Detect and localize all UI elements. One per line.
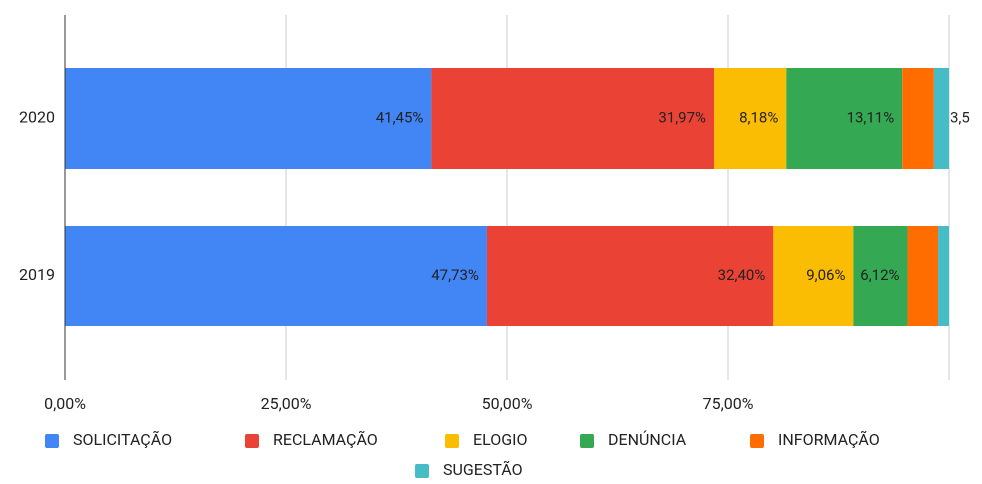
legend-swatch	[580, 434, 594, 448]
bar-segment	[773, 226, 854, 326]
bar-segment	[65, 226, 487, 326]
data-label: 13,11%	[847, 108, 895, 126]
bar-segment	[902, 68, 934, 169]
bar-segment	[853, 226, 908, 326]
legend-label: SUGESTÃO	[443, 459, 523, 479]
legend-swatch	[750, 434, 764, 448]
bar-segment	[431, 68, 715, 169]
bar-segment	[486, 226, 774, 326]
bar-segment	[907, 226, 939, 326]
y-tick-label: 2019	[19, 265, 55, 284]
legend-label: DENÚNCIA	[608, 430, 687, 449]
data-label: 9,06%	[806, 266, 845, 284]
bar-segment	[786, 68, 903, 169]
data-label: 41,45%	[376, 108, 424, 126]
data-label: 6,12%	[860, 266, 899, 284]
data-label: 3,5	[950, 108, 970, 126]
bar-segment	[938, 226, 949, 326]
data-label: 8,18%	[739, 108, 778, 126]
legend-swatch	[415, 464, 429, 478]
legend-swatch	[45, 434, 59, 448]
legend-label: ELOGIO	[473, 430, 527, 449]
legend-label: RECLAMAÇÃO	[273, 429, 378, 449]
x-tick-label: 75,00%	[703, 394, 754, 413]
x-tick-label: 0,00%	[44, 394, 86, 413]
data-label: 47,73%	[431, 266, 479, 284]
bar-segment	[714, 68, 787, 169]
x-tick-label: 50,00%	[482, 394, 533, 413]
legend-label: INFORMAÇÃO	[778, 429, 880, 449]
legend-label: SOLICITAÇÃO	[73, 429, 172, 449]
data-label: 31,97%	[658, 108, 706, 126]
y-tick-label: 2020	[19, 108, 55, 127]
data-label: 32,40%	[718, 266, 766, 284]
bar-segment	[933, 68, 949, 169]
legend-swatch	[245, 434, 259, 448]
bar-segment	[65, 68, 432, 169]
legend-swatch	[445, 434, 459, 448]
x-tick-label: 25,00%	[261, 394, 312, 413]
